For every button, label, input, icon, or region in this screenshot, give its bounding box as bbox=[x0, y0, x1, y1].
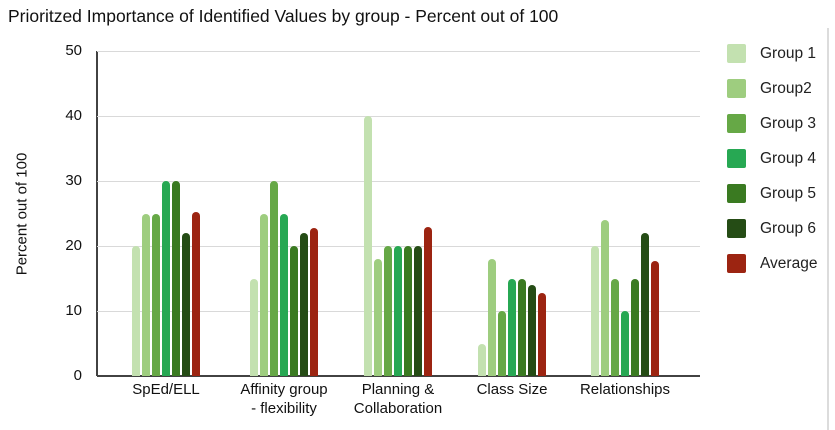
bar-group-5-planning-collaboration[interactable] bbox=[404, 246, 412, 376]
bar-average-affinity-group-flexibility[interactable] bbox=[310, 227, 318, 376]
y-tick-label-20: 20 bbox=[65, 237, 82, 254]
bar-group-3-affinity-group-flexibility[interactable] bbox=[270, 181, 278, 376]
bar-group-6-sped-ell[interactable] bbox=[182, 233, 190, 376]
right-edge-divider bbox=[827, 28, 829, 430]
bar-group-4-relationships[interactable] bbox=[621, 311, 629, 376]
legend-swatch-group-1 bbox=[727, 44, 746, 63]
gridline-50 bbox=[97, 51, 700, 52]
chart-title: Prioritzed Importance of Identified Valu… bbox=[8, 6, 559, 26]
bar-group-1-planning-collaboration[interactable] bbox=[364, 116, 372, 376]
bar-group-4-planning-collaboration[interactable] bbox=[394, 246, 402, 376]
legend-swatch-group2 bbox=[727, 79, 746, 98]
gridline-30 bbox=[97, 181, 700, 182]
y-tick-label-0: 0 bbox=[73, 367, 82, 384]
legend-swatch-average bbox=[727, 254, 746, 273]
bar-average-sped-ell[interactable] bbox=[192, 211, 200, 376]
bar-group-6-planning-collaboration[interactable] bbox=[414, 246, 422, 376]
bar-group2-planning-collaboration[interactable] bbox=[374, 259, 382, 376]
bar-group-1-class-size[interactable] bbox=[478, 343, 486, 376]
bar-average-relationships[interactable] bbox=[651, 260, 659, 376]
legend-item-group2: Group2 bbox=[727, 79, 817, 98]
y-tick-label-50: 50 bbox=[65, 42, 82, 59]
bar-group2-sped-ell[interactable] bbox=[142, 213, 150, 376]
bar-group-3-planning-collaboration[interactable] bbox=[384, 246, 392, 376]
legend-label-group2: Group2 bbox=[760, 79, 812, 97]
x-label-affinity-group-flexibility: Affinity group - flexibility bbox=[240, 381, 328, 417]
y-tick-label-40: 40 bbox=[65, 107, 82, 124]
y-tick-label-10: 10 bbox=[65, 302, 82, 319]
bar-group-5-relationships[interactable] bbox=[631, 278, 639, 376]
bar-group-3-sped-ell[interactable] bbox=[152, 213, 160, 376]
bar-group-4-sped-ell[interactable] bbox=[162, 181, 170, 376]
bar-group-5-sped-ell[interactable] bbox=[172, 181, 180, 376]
bar-group-class-size bbox=[478, 51, 546, 376]
bar-group-4-affinity-group-flexibility[interactable] bbox=[280, 213, 288, 376]
bar-group-relationships bbox=[591, 51, 659, 376]
bar-group-planning-collaboration bbox=[364, 51, 432, 376]
legend-item-group-6: Group 6 bbox=[727, 219, 817, 238]
x-label-planning-collaboration: Planning & Collaboration bbox=[353, 381, 443, 417]
bar-group2-relationships[interactable] bbox=[601, 220, 609, 376]
bar-average-class-size[interactable] bbox=[538, 292, 546, 376]
bar-group-4-class-size[interactable] bbox=[508, 278, 516, 376]
bar-group-6-relationships[interactable] bbox=[641, 233, 649, 376]
y-tick-label-30: 30 bbox=[65, 172, 82, 189]
bar-group-sped-ell bbox=[132, 51, 200, 376]
legend-swatch-group-6 bbox=[727, 219, 746, 238]
y-axis-line bbox=[96, 51, 98, 376]
legend-label-group-1: Group 1 bbox=[760, 44, 817, 62]
legend-swatch-group-3 bbox=[727, 114, 746, 133]
x-axis-category-labels: SpEd/ELL Affinity group - flexibility Plan… bbox=[97, 380, 700, 424]
x-label-sped-ell: SpEd/ELL bbox=[132, 381, 200, 398]
legend-item-group-4: Group 4 bbox=[727, 149, 817, 168]
bar-group-3-relationships[interactable] bbox=[611, 278, 619, 376]
legend-label-group-5: Group 5 bbox=[760, 184, 817, 202]
bar-group-6-affinity-group-flexibility[interactable] bbox=[300, 233, 308, 376]
gridline-40 bbox=[97, 116, 700, 117]
bar-group-1-sped-ell[interactable] bbox=[132, 246, 140, 376]
x-axis-line bbox=[97, 375, 700, 377]
legend-swatch-group-4 bbox=[727, 149, 746, 168]
bar-group-1-relationships[interactable] bbox=[591, 246, 599, 376]
legend-item-group-5: Group 5 bbox=[727, 184, 817, 203]
bar-group2-class-size[interactable] bbox=[488, 259, 496, 376]
legend-item-group-3: Group 3 bbox=[727, 114, 817, 133]
bar-average-planning-collaboration[interactable] bbox=[424, 226, 432, 376]
bar-group-1-affinity-group-flexibility[interactable] bbox=[250, 278, 258, 376]
legend-label-average: Average bbox=[760, 254, 818, 272]
legend-item-average: Average bbox=[727, 254, 817, 273]
legend-item-group-1: Group 1 bbox=[727, 44, 817, 63]
bar-group-5-class-size[interactable] bbox=[518, 278, 526, 376]
bar-group-3-class-size[interactable] bbox=[498, 311, 506, 376]
x-label-relationships: Relationships bbox=[579, 381, 671, 398]
bar-group-5-affinity-group-flexibility[interactable] bbox=[290, 246, 298, 376]
legend-swatch-group-5 bbox=[727, 184, 746, 203]
bar-group-6-class-size[interactable] bbox=[528, 285, 536, 376]
legend-label-group-6: Group 6 bbox=[760, 219, 817, 237]
y-axis-tick-labels: 0 10 20 30 40 50 bbox=[40, 42, 88, 384]
bar-group2-affinity-group-flexibility[interactable] bbox=[260, 213, 268, 376]
legend-label-group-3: Group 3 bbox=[760, 114, 817, 132]
legend: Group 1 Group2 Group 3 Group 4 Group 5 Group … bbox=[727, 44, 817, 289]
y-axis-title: Percent out of 100 bbox=[13, 152, 31, 276]
bar-group-affinity-group-flexibility bbox=[250, 51, 318, 376]
legend-label-group-4: Group 4 bbox=[760, 149, 817, 167]
plot-area bbox=[96, 51, 700, 377]
x-label-class-size: Class Size bbox=[476, 381, 548, 398]
